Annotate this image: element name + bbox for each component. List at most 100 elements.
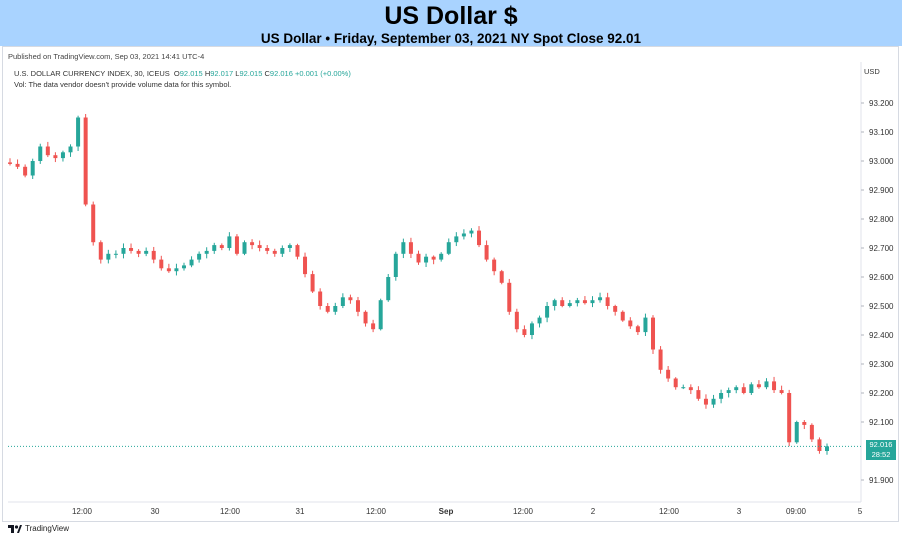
x-tick-label: 31 [296, 507, 305, 516]
candle-body [136, 250, 141, 254]
chart-subtitle: US Dollar • Friday, September 03, 2021 N… [260, 31, 642, 46]
candle-body [817, 439, 822, 451]
candle-body [552, 300, 557, 306]
candle-body [76, 117, 81, 147]
candle-body [620, 311, 625, 321]
candle-body [726, 390, 731, 393]
candle-body [280, 248, 285, 254]
candle-body [431, 256, 436, 260]
candle-body [666, 369, 671, 379]
candle-body [151, 250, 156, 260]
candle-body [23, 166, 28, 176]
y-tick-label: 92.200 [869, 389, 894, 398]
volume-note: Vol: The data vendor doesn't provide vol… [14, 80, 232, 89]
candle-body [424, 256, 429, 263]
y-tick-label: 92.900 [869, 186, 894, 195]
x-tick-label: 2 [591, 507, 596, 516]
candle-body [333, 306, 338, 312]
low-value: 92.015 [239, 69, 263, 78]
candle-body [174, 268, 179, 272]
y-tick-label: 91.900 [869, 476, 894, 485]
candle-body [363, 311, 368, 324]
candle-body [681, 387, 686, 389]
open-value: 92.015 [179, 69, 203, 78]
candle-body [272, 250, 277, 254]
open-label: O [173, 69, 180, 78]
candle-body [522, 329, 527, 335]
tradingview-logo[interactable]: TradingView [8, 524, 69, 533]
candle-body [129, 248, 134, 251]
candle-body [257, 245, 262, 248]
candle-body [446, 242, 451, 254]
chart-title: US Dollar $ [384, 2, 518, 30]
candle-body [219, 245, 224, 248]
bar-countdown: 28:52 [871, 450, 891, 459]
tradingview-icon [8, 524, 22, 533]
candle-body [651, 317, 656, 350]
x-tick-label: 12:00 [659, 507, 680, 516]
x-tick-label: 12:00 [72, 507, 93, 516]
candle-body [295, 245, 300, 257]
ohlc-legend: U.S. DOLLAR CURRENCY INDEX, 30, ICEUS O9… [14, 69, 351, 78]
x-tick-label: 5 [858, 507, 863, 516]
candle-body [340, 297, 345, 306]
candle-body [355, 300, 360, 312]
candle-body [234, 236, 239, 254]
candle-body [416, 253, 421, 263]
candle-body [45, 146, 50, 156]
candle-body [83, 117, 88, 205]
candle-body [734, 387, 739, 391]
candle-body [454, 236, 459, 243]
title-banner: US Dollar $ US Dollar • Friday, Septembe… [0, 0, 902, 46]
candle-body [378, 300, 383, 330]
tradingview-wordmark: TradingView [25, 524, 70, 533]
candle-body [696, 390, 701, 399]
candle-body [673, 378, 678, 388]
y-tick-label: 92.300 [869, 360, 894, 369]
candle-body [794, 422, 799, 443]
currency-label[interactable]: USD [864, 67, 880, 76]
candle-body [53, 155, 58, 159]
candle-body [8, 162, 12, 164]
candle-body [371, 323, 376, 330]
candle-body [582, 300, 587, 304]
candle-body [91, 204, 96, 243]
y-tick-label: 92.500 [869, 302, 894, 311]
high-label: H [204, 69, 211, 78]
candle-body [113, 253, 118, 255]
candle-body [787, 393, 792, 443]
candle-body [166, 268, 171, 272]
candle-body [144, 250, 149, 254]
candle-body [265, 248, 270, 251]
candle-body [605, 297, 610, 306]
candle-body [38, 146, 43, 161]
candle-body [598, 297, 603, 301]
candle-body [779, 390, 784, 393]
candle-body [613, 306, 618, 312]
candle-body [658, 349, 663, 370]
candle-body [825, 446, 829, 451]
candle-body [499, 271, 504, 283]
candle-body [545, 306, 550, 318]
candle-body [106, 253, 111, 260]
candle-body [484, 245, 489, 260]
candle-body [310, 274, 315, 292]
candle-body [287, 245, 292, 248]
candle-body [567, 303, 572, 306]
candle-body [439, 253, 444, 260]
candle-body [212, 245, 217, 251]
candle-body [408, 242, 413, 254]
x-tick-label: 12:00 [513, 507, 534, 516]
candle-body [764, 381, 769, 388]
close-label: C [264, 69, 270, 78]
candle-body [703, 398, 708, 405]
candle-body [303, 256, 308, 275]
candle-body [711, 398, 716, 405]
x-tick-label: 12:00 [220, 507, 241, 516]
candle-body [537, 317, 542, 324]
symbol-label: U.S. DOLLAR CURRENCY INDEX, 30, ICEUS [14, 69, 170, 78]
candle-body [514, 311, 519, 330]
x-tick-label: 09:00 [786, 507, 807, 516]
candle-body [393, 253, 398, 277]
